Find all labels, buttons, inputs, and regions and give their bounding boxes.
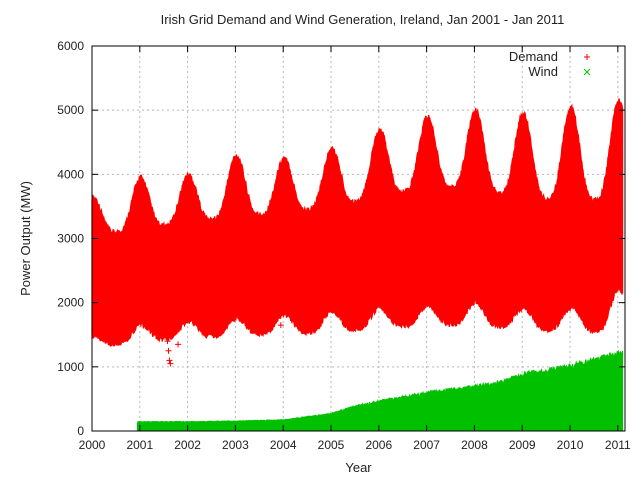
demand-outlier-point bbox=[166, 357, 173, 364]
legend-wind-label: Wind bbox=[528, 64, 558, 79]
y-tick-label: 3000 bbox=[57, 232, 84, 246]
demand-series bbox=[91, 98, 624, 367]
x-tick-label: 2006 bbox=[365, 438, 392, 452]
x-tick-label: 2008 bbox=[461, 438, 488, 452]
demand-outlier-point bbox=[163, 331, 170, 338]
y-tick-label: 0 bbox=[77, 424, 84, 438]
y-tick-label: 6000 bbox=[57, 39, 84, 53]
legend-demand-marker bbox=[584, 54, 590, 60]
x-tick-label: 2011 bbox=[605, 438, 631, 452]
demand-outlier-point bbox=[167, 360, 174, 367]
demand-outlier-point bbox=[164, 338, 171, 345]
y-tick-label: 2000 bbox=[57, 296, 84, 310]
y-axis-label: Power Output (MW) bbox=[18, 181, 33, 296]
x-tick-label: 2002 bbox=[174, 438, 201, 452]
x-tick-label: 2001 bbox=[126, 438, 153, 452]
x-tick-label: 2007 bbox=[413, 438, 440, 452]
wind-series bbox=[136, 349, 624, 432]
legend-demand-label: Demand bbox=[509, 49, 558, 64]
demand-outlier-point bbox=[495, 318, 502, 325]
legend-wind-marker bbox=[583, 68, 591, 76]
x-tick-label: 2010 bbox=[557, 438, 584, 452]
chart-title: Irish Grid Demand and Wind Generation, I… bbox=[161, 12, 565, 27]
demand-outlier-point bbox=[175, 341, 182, 348]
demand-band bbox=[91, 98, 624, 347]
y-tick-label: 5000 bbox=[57, 103, 84, 117]
demand-outlier-point bbox=[277, 322, 284, 329]
y-tick-label: 1000 bbox=[57, 360, 84, 374]
x-axis-label: Year bbox=[345, 460, 372, 475]
x-tick-label: 2003 bbox=[222, 438, 249, 452]
wind-area bbox=[136, 349, 624, 432]
x-tick-label: 2009 bbox=[509, 438, 536, 452]
x-axis-ticks: 2000 2001 2002 2003 2004 2005 2006 2007 2008 2009… bbox=[79, 46, 631, 452]
y-axis-ticks: 0 1000 2000 3000 4000 5000 6000 bbox=[57, 39, 625, 438]
demand-outlier-point bbox=[165, 347, 172, 354]
legend: Demand Wind bbox=[509, 49, 591, 79]
x-tick-label: 2000 bbox=[79, 438, 106, 452]
x-tick-label: 2005 bbox=[318, 438, 345, 452]
y-tick-label: 4000 bbox=[57, 167, 84, 181]
x-tick-label: 2004 bbox=[270, 438, 297, 452]
